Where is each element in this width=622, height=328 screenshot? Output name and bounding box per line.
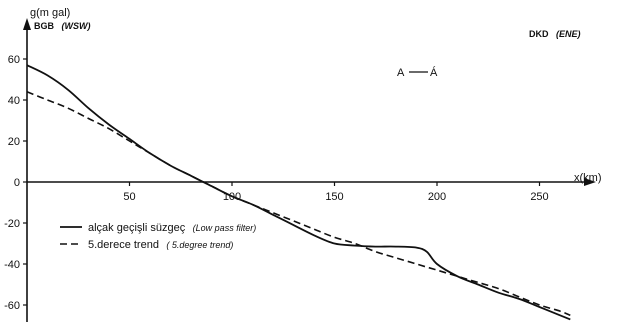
left-dir: (WSW): [61, 21, 90, 31]
profile-label: A Á: [397, 66, 438, 79]
y-axis-label: g(m gal): [30, 7, 70, 19]
left-abbr: BGB: [34, 21, 55, 31]
y-tick-label: -20: [4, 218, 20, 230]
x-tick-label: 250: [530, 191, 548, 203]
y-axis-arrow: [23, 18, 31, 30]
axes: [23, 18, 596, 322]
legend-trend-label-en: ( 5.degree trend): [166, 240, 233, 250]
legend-entry-trend: 5.derece trend ( 5.degree trend): [88, 235, 233, 252]
legend: alçak geçişli süzgeç (Low pass filter) 5…: [60, 218, 256, 252]
x-axis-arrow: [584, 178, 596, 186]
x-tick-label: 150: [325, 191, 343, 203]
series-line-low-pass: [26, 64, 571, 321]
left-direction-label: BGB (WSW): [34, 16, 90, 33]
profile-label-b: Á: [430, 66, 438, 79]
series-line-trend: [26, 91, 571, 317]
legend-entry-low-pass: alçak geçişli süzgeç (Low pass filter): [88, 218, 256, 235]
legend-low-pass-label-en: (Low pass filter): [193, 223, 257, 233]
right-direction-label: DKD (ENE): [529, 24, 580, 41]
x-axis-label: x(km): [574, 172, 602, 184]
x-tick-label: 50: [123, 191, 135, 203]
x-tick-label: 200: [428, 191, 446, 203]
y-tick-label: 20: [8, 136, 20, 148]
right-dir: (ENE): [556, 29, 581, 39]
y-tick-label: -40: [4, 259, 20, 271]
y-tick-label: 0: [14, 177, 20, 189]
legend-trend-label: 5.derece trend: [88, 239, 159, 251]
profile-label-a: A: [397, 67, 405, 79]
y-tick-label: -60: [4, 300, 20, 312]
y-tick-label: 40: [8, 95, 20, 107]
legend-low-pass-label: alçak geçişli süzgeç: [88, 222, 186, 234]
right-abbr: DKD: [529, 29, 549, 39]
series-layer: [26, 64, 571, 321]
y-tick-label: 60: [8, 54, 20, 66]
